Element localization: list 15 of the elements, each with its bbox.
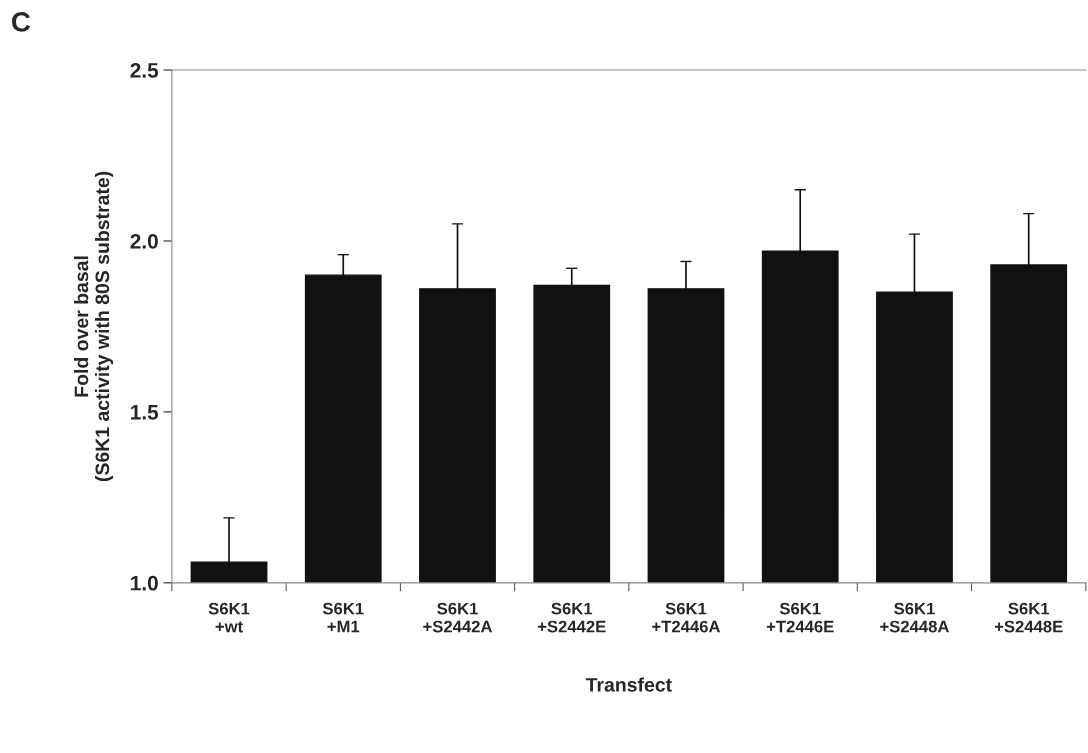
- y-tick-label: 1.5: [131, 405, 159, 420]
- x-tick-label: S6K1 +T2446A: [652, 602, 721, 633]
- x-tick-label: S6K1 +T2446E: [766, 602, 834, 633]
- y-tick-label: 2.5: [130, 63, 159, 78]
- x-tick-label: S6K1 +S2442A: [423, 602, 493, 633]
- y-axis-title: Fold over basal (S6K1 activity with 80S substrate): [74, 171, 114, 482]
- x-tick-label: S6K1 +S2442E: [537, 602, 606, 633]
- x-axis-title: Transfect: [585, 677, 672, 692]
- y-tick-label: 1.0: [131, 575, 158, 591]
- x-tick-label: S6K1 +S2448A: [880, 602, 950, 633]
- x-tick-label: S6K1 +S2448E: [994, 602, 1063, 633]
- text: C: [12, 12, 31, 32]
- x-tick-label: S6K1 +M1: [322, 602, 364, 633]
- y-tick-label: 2.0: [130, 233, 158, 249]
- x-tick-label: S6K1 +wt: [208, 602, 250, 633]
